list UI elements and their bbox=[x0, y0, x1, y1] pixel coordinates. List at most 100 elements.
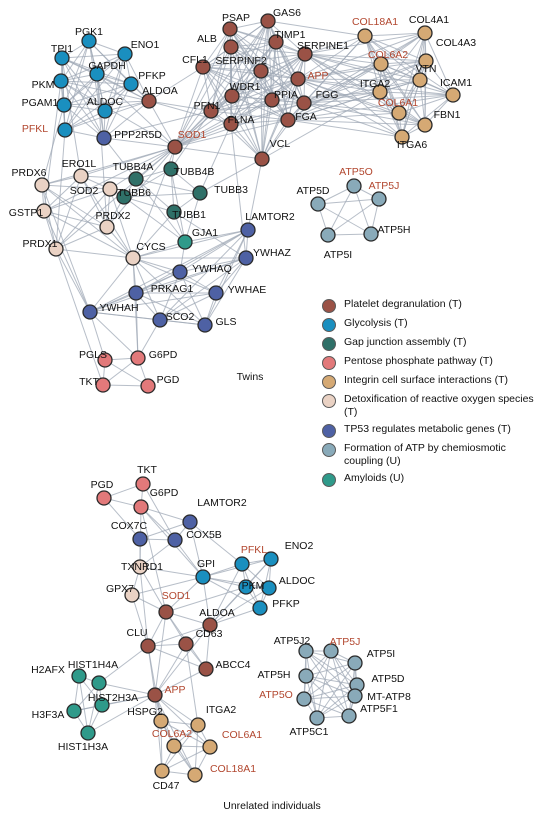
edge-twins-ywhae-ywhah bbox=[89, 292, 217, 313]
label-twins-prdx2: PRDX2 bbox=[95, 210, 130, 222]
edge-twins-pfn1-tubb4b bbox=[170, 110, 212, 170]
node-twins-atp5j bbox=[371, 191, 387, 207]
node-twins-g6pd bbox=[130, 350, 146, 366]
edge-unrelated-clu-hspg2 bbox=[147, 645, 162, 722]
node-unrelated-pkm bbox=[238, 579, 254, 595]
node-unrelated-cox5b bbox=[167, 532, 183, 548]
legend-swatch-amyloid bbox=[322, 473, 336, 487]
edge-twins-tubb4b-tubb6 bbox=[123, 168, 172, 198]
edge-twins-flna-vcl bbox=[230, 123, 263, 160]
edge-twins-prdx2-prdx6 bbox=[41, 184, 108, 228]
node-twins-pfkp bbox=[123, 76, 139, 92]
edge-twins-fgg-itga2 bbox=[303, 91, 381, 104]
edge-twins-icam1-itga6 bbox=[401, 94, 454, 138]
label-twins-timp1: TIMP1 bbox=[275, 29, 306, 41]
label-twins-lamtor2: LAMTOR2 bbox=[245, 211, 295, 223]
label-twins-atp5o: ATP5O bbox=[339, 166, 373, 178]
edge-twins-gls-prkag1 bbox=[135, 292, 206, 326]
edge-unrelated-g6pd-lamtor2 bbox=[140, 506, 191, 523]
node-twins-prdx1 bbox=[48, 241, 64, 257]
edge-unrelated-atp5d-atp5o bbox=[303, 684, 358, 700]
node-twins-timp1 bbox=[268, 34, 284, 50]
node-unrelated-gpi bbox=[195, 569, 211, 585]
node-twins-gas6 bbox=[260, 13, 276, 29]
edge-twins-lamtor2-vcl bbox=[247, 158, 263, 231]
node-twins-pgls bbox=[97, 352, 113, 368]
label-twins-flna: FLNA bbox=[228, 114, 255, 126]
label-unrelated-atp5j2: ATP5J2 bbox=[274, 635, 311, 647]
label-twins-gls: GLS bbox=[215, 316, 236, 328]
label-twins-atp5i: ATP5I bbox=[324, 249, 352, 261]
edge-twins-tubb3-tubb4a bbox=[135, 178, 201, 194]
edge-twins-cfl1-psap bbox=[202, 28, 231, 68]
label-twins-icam1: ICAM1 bbox=[440, 77, 472, 89]
edge-twins-fga-sod1 bbox=[174, 119, 289, 148]
edge-unrelated-app-cd63 bbox=[154, 643, 187, 696]
label-unrelated-clu: CLU bbox=[126, 627, 147, 639]
edge-twins-pfn1-serpine1 bbox=[210, 53, 306, 112]
edge-unrelated-cd63-itga2 bbox=[185, 643, 199, 726]
unrelated-caption: Unrelated individuals bbox=[223, 800, 320, 812]
edge-twins-col4a3-col6a1 bbox=[398, 60, 427, 114]
legend-item-platelet: Platelet degranulation (T) bbox=[322, 298, 540, 313]
edge-unrelated-cox5b-gpi bbox=[174, 539, 204, 578]
edge-unrelated-app-col6a1 bbox=[154, 694, 211, 748]
edge-unrelated-app-sod1 bbox=[154, 611, 167, 696]
label-unrelated-app: APP bbox=[164, 684, 185, 696]
legend-item-detox: Detoxification of reactive oxygen specie… bbox=[322, 393, 540, 419]
edge-twins-fga-timp1 bbox=[275, 41, 289, 121]
edge-unrelated-cd47-col6a1 bbox=[161, 746, 211, 772]
label-unrelated-pgd: PGD bbox=[91, 479, 114, 491]
node-unrelated-col6a1 bbox=[202, 739, 218, 755]
edge-twins-col18a1-col6a1 bbox=[364, 35, 400, 114]
label-twins-wdr1: WDR1 bbox=[230, 81, 261, 93]
edge-twins-sco2-ywhaz bbox=[159, 257, 247, 321]
node-twins-lamtor2 bbox=[240, 222, 256, 238]
edge-unrelated-app-cd47 bbox=[154, 694, 163, 772]
edge-twins-lamtor2-prkag1 bbox=[135, 229, 249, 294]
node-twins-prkag1 bbox=[128, 285, 144, 301]
edge-twins-ppp2r5d-tubb4a bbox=[103, 137, 137, 180]
label-unrelated-hspg2: HSPG2 bbox=[127, 706, 163, 718]
edge-unrelated-aldoa-pfkl bbox=[209, 563, 243, 626]
node-twins-vcl bbox=[254, 151, 270, 167]
edge-twins-alb-pfn1 bbox=[210, 46, 232, 112]
edge-twins-fga-itga6 bbox=[287, 119, 403, 138]
label-unrelated-h2afx: H2AFX bbox=[31, 664, 65, 676]
label-twins-gas6: GAS6 bbox=[273, 7, 301, 19]
edge-twins-col6a2-serpine1 bbox=[304, 53, 382, 65]
edge-twins-ero1l-sod1 bbox=[80, 146, 176, 177]
label-twins-app: APP bbox=[307, 70, 328, 82]
node-twins-gstp1 bbox=[36, 203, 52, 219]
legend-swatch-integrin bbox=[322, 375, 336, 389]
edge-twins-pfkl-prdx1 bbox=[55, 129, 66, 250]
node-unrelated-hist1h4a bbox=[91, 675, 107, 691]
label-twins-pgam1: PGAM1 bbox=[22, 97, 59, 109]
edge-unrelated-clu-gpx7 bbox=[131, 594, 149, 647]
label-twins-vtn: VTN bbox=[416, 63, 437, 75]
node-twins-aldoa bbox=[141, 93, 157, 109]
edge-twins-fgg-timp1 bbox=[275, 41, 305, 104]
edge-twins-aldoa-ppp2r5d bbox=[103, 100, 150, 139]
label-unrelated-col6a2: COL6A2 bbox=[152, 728, 192, 740]
label-twins-tpi1: TPI1 bbox=[51, 43, 73, 55]
edge-twins-col4a1-fgg bbox=[303, 32, 426, 104]
edge-twins-aldoc-pkm bbox=[60, 80, 106, 112]
edge-unrelated-app-col18a1 bbox=[154, 694, 196, 776]
label-unrelated-atp5d: ATP5D bbox=[371, 673, 404, 685]
node-twins-pgd bbox=[140, 378, 156, 394]
label-unrelated-hist1h4a: HIST1H4A bbox=[68, 659, 118, 671]
label-twins-serpinf2: SERPINF2 bbox=[215, 55, 267, 67]
edge-unrelated-atp5d-atp5j2 bbox=[305, 650, 358, 686]
node-unrelated-atp5j bbox=[323, 643, 339, 659]
edge-twins-prdx1-sod2 bbox=[55, 188, 111, 250]
edge-twins-prdx6-sod2 bbox=[41, 184, 111, 190]
node-twins-tubb4b bbox=[163, 161, 179, 177]
edge-unrelated-gpi-pfkp bbox=[202, 576, 261, 609]
edge-twins-aldoa-pgam1 bbox=[63, 100, 150, 106]
edge-twins-pgk1-pkm bbox=[60, 40, 90, 82]
edge-twins-pfkp-ppp2r5d bbox=[103, 83, 132, 139]
node-unrelated-atp5f1 bbox=[341, 708, 357, 724]
edge-unrelated-atp5f1-atp5j bbox=[330, 650, 350, 717]
